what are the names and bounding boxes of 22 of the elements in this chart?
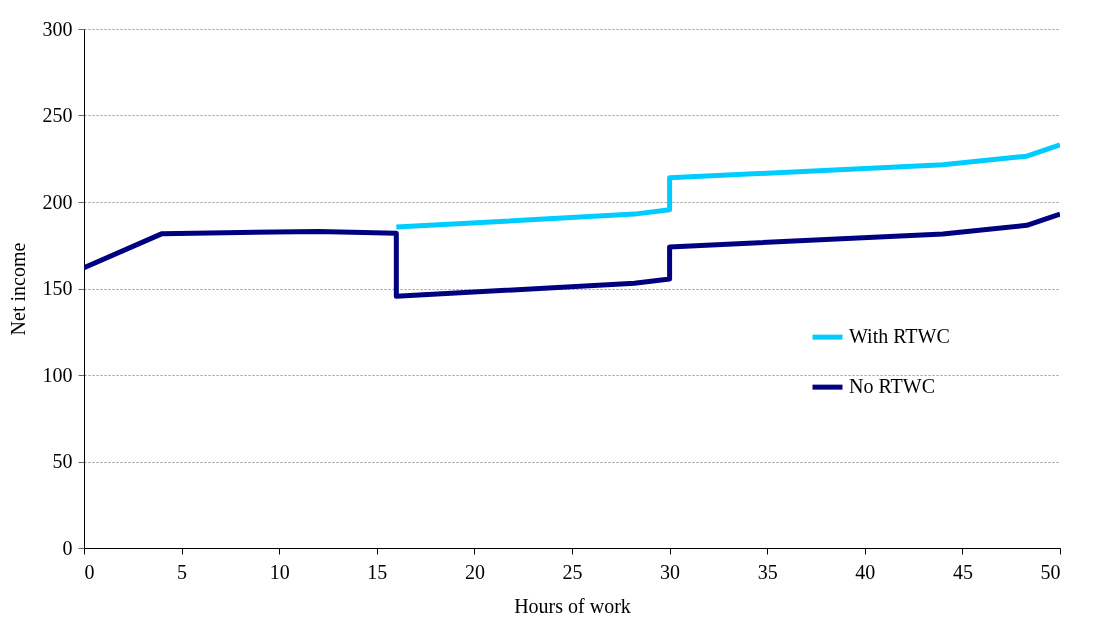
x-tick-label: 5 — [177, 560, 188, 583]
y-tick-label: 100 — [42, 363, 73, 386]
y-tick-label: 200 — [42, 190, 73, 213]
y-tick-label: 300 — [42, 17, 73, 40]
x-tick-label: 25 — [562, 560, 583, 583]
x-tick-label: 50 — [1040, 560, 1061, 583]
x-tick-label: 35 — [757, 560, 778, 583]
x-tick-label: 40 — [855, 560, 876, 583]
x-tick-label: 45 — [952, 560, 973, 583]
y-tick-label: 50 — [52, 450, 73, 472]
legend-label: With RTWC — [849, 325, 950, 348]
legend-label: No RTWC — [849, 375, 936, 398]
y-tick-label: 0 — [62, 536, 73, 559]
y-tick-label: 250 — [42, 104, 73, 126]
x-tick-label: 20 — [464, 560, 485, 583]
y-tick-label: 150 — [42, 277, 73, 299]
x-tick-label: 0 — [84, 560, 95, 583]
x-axis-title: Hours of work — [514, 594, 631, 617]
x-tick-label: 10 — [269, 560, 290, 583]
y-axis-title: Net income — [6, 242, 29, 336]
x-tick-label: 30 — [660, 560, 681, 583]
x-tick-label: 15 — [367, 560, 388, 583]
